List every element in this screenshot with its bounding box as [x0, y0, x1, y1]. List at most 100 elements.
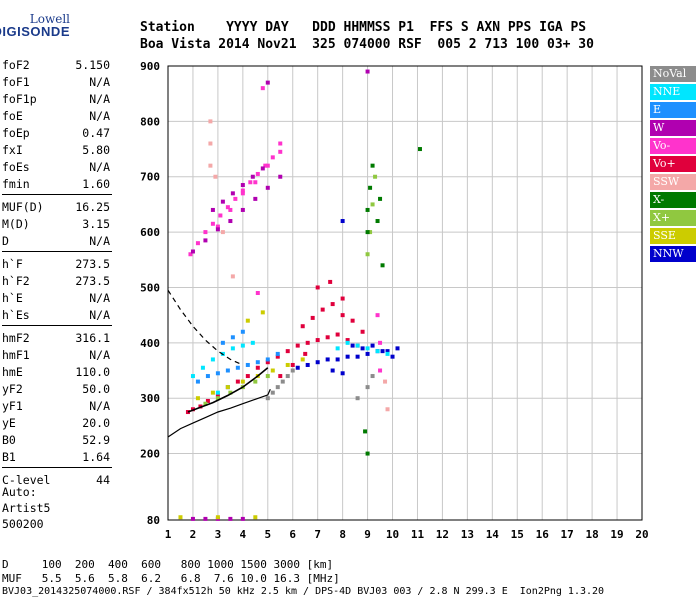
param-row: hmF2 316.1: [2, 329, 110, 347]
param-key: yF2: [2, 382, 23, 396]
logo-line2: DIGISONDE: [0, 24, 70, 39]
data-point: [190, 374, 195, 379]
data-point: [385, 407, 390, 412]
param-key: hmE: [2, 365, 23, 379]
data-point: [240, 188, 245, 193]
data-point: [248, 180, 253, 185]
data-point: [195, 396, 200, 401]
data-point: [368, 185, 373, 190]
param-value: 52.9: [82, 433, 110, 447]
x-tick-label: 9: [364, 528, 371, 541]
data-point: [375, 219, 380, 224]
data-point: [278, 141, 283, 146]
data-point: [345, 338, 350, 343]
data-point: [235, 379, 240, 384]
param-value: N/A: [89, 160, 110, 174]
data-point: [365, 351, 370, 356]
data-point: [340, 371, 345, 376]
param-separator: [2, 325, 112, 326]
data-point: [315, 338, 320, 343]
data-point: [205, 398, 210, 403]
data-point: [380, 263, 385, 268]
file-info-footer: BVJ03_2014325074000.RSF / 384fx512h 50 k…: [2, 586, 605, 597]
data-point: [365, 451, 370, 456]
param-row: M(D) 3.15: [2, 215, 110, 233]
param-key: h`E: [2, 291, 23, 305]
data-point: [278, 374, 283, 379]
data-point: [350, 343, 355, 348]
param-key: C-level: [2, 473, 51, 487]
param-value: 0.47: [82, 126, 110, 140]
data-point: [203, 401, 208, 406]
param-value: 273.5: [75, 257, 110, 271]
param-value: 44: [96, 473, 110, 487]
data-point: [228, 219, 233, 224]
data-point: [250, 340, 255, 345]
data-point: [385, 349, 390, 354]
data-point: [275, 351, 280, 356]
x-tick-label: 6: [289, 528, 296, 541]
legend-item: SSE: [650, 228, 696, 244]
data-point: [225, 385, 230, 390]
x-tick-label: 1: [165, 528, 172, 541]
param-value: N/A: [89, 92, 110, 106]
param-separator: [2, 251, 112, 252]
param-row: fxI 5.80: [2, 141, 110, 159]
data-point: [365, 69, 370, 74]
x-tick-label: 19: [610, 528, 623, 541]
data-point: [285, 362, 290, 367]
data-point: [365, 385, 370, 390]
data-point: [210, 221, 215, 226]
x-tick-label: 5: [264, 528, 271, 541]
param-row: foEp 0.47: [2, 124, 110, 142]
data-point: [300, 324, 305, 329]
data-point: [265, 357, 270, 362]
data-point: [373, 174, 378, 179]
data-point: [225, 205, 230, 210]
legend-item: E: [650, 102, 696, 118]
legend-item: X+: [650, 210, 696, 226]
data-point: [208, 141, 213, 146]
data-point: [215, 371, 220, 376]
data-point: [260, 86, 265, 91]
data-point: [275, 385, 280, 390]
data-point: [295, 343, 300, 348]
profile-dashed-line: [167, 289, 244, 366]
x-tick-label: 3: [215, 528, 222, 541]
data-point: [355, 343, 360, 348]
data-point: [278, 174, 283, 179]
data-point: [278, 149, 283, 154]
data-point: [275, 354, 280, 359]
data-point: [253, 379, 258, 384]
data-point: [370, 374, 375, 379]
param-row: B0 52.9: [2, 431, 110, 449]
plot-frame: [167, 65, 643, 521]
param-value: N/A: [89, 348, 110, 362]
param-row: yF1 N/A: [2, 397, 110, 415]
x-tick-label: 10: [386, 528, 399, 541]
data-point: [325, 357, 330, 362]
y-tick-label: 300: [140, 392, 160, 405]
header-labels: Station YYYY DAY DDD HHMMSS P1 FFS S AXN…: [140, 20, 587, 35]
data-point: [300, 357, 305, 362]
data-point: [205, 374, 210, 379]
x-tick-label: 16: [536, 528, 550, 541]
data-point: [345, 354, 350, 359]
legend-item: NNE: [650, 84, 696, 100]
param-value: 3.15: [82, 217, 110, 231]
param-value: 273.5: [75, 274, 110, 288]
header-values: Boa Vista 2014 Nov21 325 074000 RSF 005 …: [140, 37, 594, 52]
data-point: [325, 335, 330, 340]
param-value: 316.1: [75, 331, 110, 345]
param-value: 50.0: [82, 382, 110, 396]
data-point: [310, 315, 315, 320]
data-point: [240, 191, 245, 196]
data-point: [245, 362, 250, 367]
legend-item: Vo-: [650, 138, 696, 154]
data-point: [330, 368, 335, 373]
data-point: [270, 368, 275, 373]
data-point: [255, 360, 260, 365]
data-point: [270, 155, 275, 160]
data-point: [330, 302, 335, 307]
data-point: [220, 340, 225, 345]
